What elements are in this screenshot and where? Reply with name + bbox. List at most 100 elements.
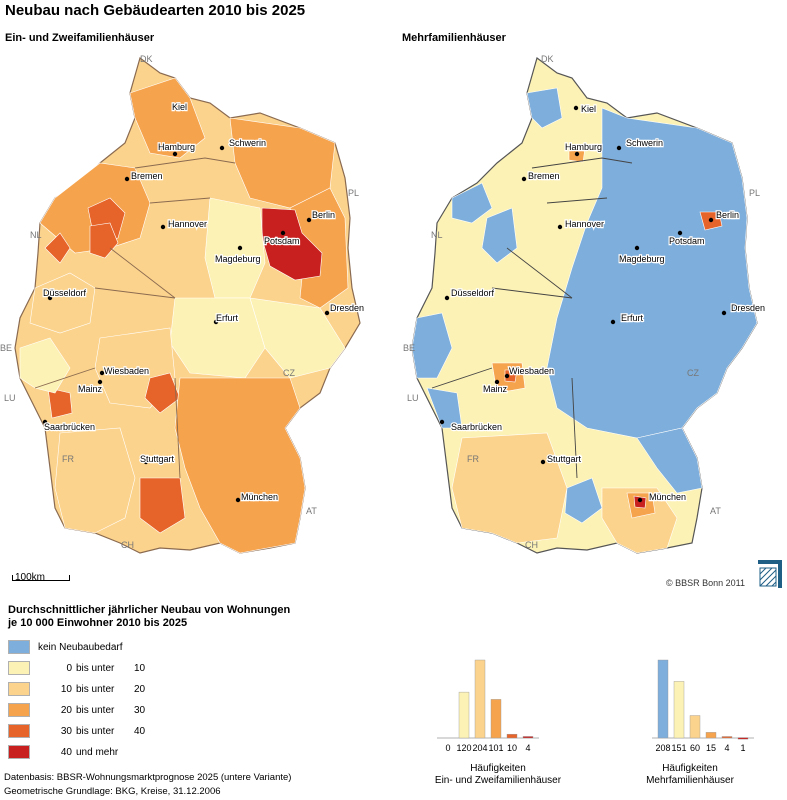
map-title: Neubau nach Gebäudearten 2010 bis 2025	[5, 2, 306, 19]
right-country-pl: PL	[749, 188, 760, 198]
left-country-cz: CZ	[283, 368, 295, 378]
histogram-mfh-caption-line1: Häufigkeiten	[662, 763, 718, 774]
region-bw-south	[139, 477, 186, 534]
left-country-fr: FR	[62, 454, 74, 464]
left-label-kiel: Kiel	[172, 102, 187, 112]
histogram-count-label: 208	[655, 743, 670, 753]
region-swabia-blue	[564, 477, 603, 524]
left-country-dk: DK	[140, 54, 153, 64]
left-country-at: AT	[306, 506, 317, 516]
histogram-count-label: 15	[706, 743, 716, 753]
region-bavaria-south	[601, 487, 678, 554]
right-label-wiesbaden: Wiesbaden	[509, 366, 554, 376]
footnote-geometry: Geometrische Grundlage: BKG, Kreise, 31.…	[4, 786, 221, 797]
histogram-count-label: 10	[507, 743, 517, 753]
histogram-ezfh-caption: Häufigkeiten Ein- und Zweifamilienhäuser	[418, 763, 578, 787]
region-frankfurt	[504, 369, 518, 383]
histogram-bar	[673, 681, 685, 739]
legend-operator: bis unter	[76, 662, 115, 674]
left-map-city-labels: Kiel Hamburg Schwerin Bremen Berlin Hann…	[42, 101, 365, 503]
legend-title: Durchschnittlicher jährlicher Neubau von…	[8, 604, 328, 630]
histogram-bar	[657, 659, 669, 739]
left-label-bremen: Bremen	[131, 171, 163, 181]
scale-bar	[12, 571, 70, 581]
right-map-subtitle: Mehrfamilienhäuser	[402, 32, 506, 44]
left-label-dresden: Dresden	[330, 303, 364, 313]
left-label-erfurt: Erfurt	[216, 313, 239, 323]
legend-operator: bis unter	[76, 725, 115, 737]
histogram-count-label: 204	[472, 743, 487, 753]
legend-row: 30 bis unter 40	[8, 724, 145, 738]
right-map-city-dots	[439, 105, 727, 503]
right-label-hamburg: Hamburg	[565, 142, 602, 152]
footnote-data-source: Datenbasis: BBSR-Wohnungsmarktprognose 2…	[4, 772, 292, 783]
histogram-bar	[490, 699, 502, 739]
histogram-mfh-caption: Häufigkeiten Mehrfamilienhäuser	[630, 763, 750, 787]
right-country-dk: DK	[541, 54, 554, 64]
right-label-duesseldorf: Düsseldorf	[451, 288, 495, 298]
right-map: Kiel Hamburg Schwerin Bremen Berlin Hann…	[397, 48, 787, 568]
legend-to-value: 30	[134, 704, 146, 716]
legend-row: kein Neubaubedarf	[8, 640, 123, 654]
histogram-count-label: 151	[671, 743, 686, 753]
histogram-bar	[689, 715, 701, 739]
left-label-hannover: Hannover	[168, 219, 207, 229]
right-map-svg: Kiel Hamburg Schwerin Bremen Berlin Hann…	[403, 54, 766, 554]
legend-from-value: 30	[60, 725, 72, 737]
legend-row: 10 bis unter 20	[8, 682, 145, 696]
right-map-country-labels: DK NL PL BE LU CZ FR AT CH	[403, 54, 760, 550]
right-label-magdeburg: Magdeburg	[619, 254, 665, 264]
left-label-saarbruecken: Saarbrücken	[44, 422, 95, 432]
left-label-berlin: Berlin	[312, 210, 335, 220]
right-label-stuttgart: Stuttgart	[547, 454, 582, 464]
right-label-kiel: Kiel	[581, 104, 596, 114]
right-label-dresden: Dresden	[731, 303, 765, 313]
left-label-wiesbaden: Wiesbaden	[104, 366, 149, 376]
legend-swatch	[8, 640, 30, 654]
histogram-bar	[458, 691, 470, 739]
right-label-muenchen: München	[649, 492, 686, 502]
right-label-berlin: Berlin	[716, 210, 739, 220]
legend-swatch	[8, 682, 30, 696]
region-rhineland	[19, 337, 71, 394]
region-berlin-potsdam	[261, 207, 323, 281]
region-schleswig-blue	[526, 87, 563, 129]
left-map-city-dots	[42, 105, 330, 503]
legend-swatch	[8, 745, 30, 759]
legend-operator: bis unter	[76, 704, 115, 716]
region-bavaria	[174, 377, 306, 554]
legend-swatch	[8, 724, 30, 738]
region-frankfurt-east	[144, 372, 181, 414]
left-label-magdeburg: Magdeburg	[215, 254, 261, 264]
region-ruhr	[29, 272, 96, 334]
legend-to-value: 40	[134, 725, 146, 737]
left-label-schwerin: Schwerin	[229, 138, 266, 148]
right-label-potsdam: Potsdam	[669, 236, 705, 246]
legend-row: 40 und mehr	[8, 745, 134, 759]
left-label-duesseldorf: Düsseldorf	[43, 288, 87, 298]
histogram-bar	[522, 736, 534, 739]
legend-row: 0 bis unter 10	[8, 661, 145, 675]
histogram-bar	[474, 659, 486, 739]
legend-from-value: 10	[60, 683, 72, 695]
legend-swatch	[8, 703, 30, 717]
region-bavaria-south-blue	[636, 427, 703, 494]
histogram-mehrfamilienhaeuser: 208 151 60 15 4 1	[650, 650, 775, 765]
legend-operator: bis unter	[76, 683, 115, 695]
right-country-be: BE	[403, 343, 415, 353]
right-map-city-labels: Kiel Hamburg Schwerin Bremen Berlin Hann…	[450, 103, 766, 503]
left-map-regions	[14, 56, 361, 554]
region-bw	[451, 432, 568, 544]
right-country-cz: CZ	[687, 368, 699, 378]
right-map-regions	[411, 56, 758, 554]
right-label-bremen: Bremen	[528, 171, 560, 181]
legend-title-line1: Durchschnittlicher jährlicher Neubau von…	[8, 604, 291, 616]
histogram-count-label: 1	[740, 743, 745, 753]
region-saxony-anhalt	[204, 197, 266, 299]
region-north-east-blue	[546, 107, 758, 439]
histogram-count-label: 101	[488, 743, 503, 753]
histogram-count-label: 0	[445, 743, 450, 753]
legend-from-value: 20	[60, 704, 72, 716]
left-map-states-borders	[34, 157, 236, 479]
left-country-ch: CH	[121, 540, 134, 550]
